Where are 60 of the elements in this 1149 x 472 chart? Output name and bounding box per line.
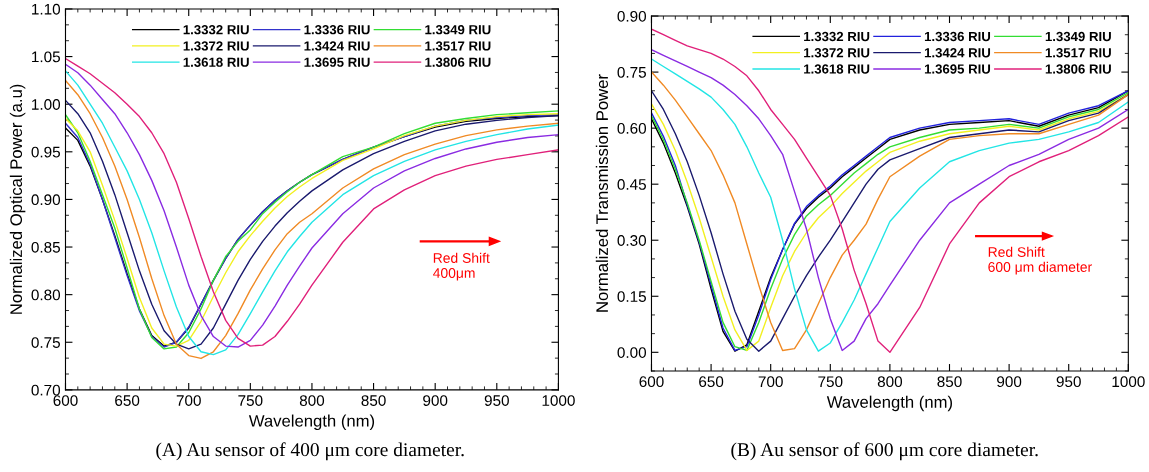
y-tick-label: 0.80 — [31, 289, 61, 301]
y-tick-label: 0.70 — [31, 384, 61, 396]
legend-label: 1.3806 RIU — [1045, 64, 1111, 74]
y-tick-label: 0.45 — [617, 179, 646, 190]
y-tick-label: 1.05 — [32, 51, 60, 63]
legend-label: 1.3618 RIU — [183, 57, 249, 67]
x-tick-label: 900 — [423, 395, 448, 406]
y-axis-title: Normalized Transmission Power — [595, 74, 609, 312]
legend-label: 1.3336 RIU — [304, 25, 370, 35]
y-tick-label: 0.30 — [617, 235, 647, 246]
x-tick-label: 600 — [639, 376, 664, 388]
legend-label: 1.3517 RIU — [425, 41, 491, 51]
legend-label: 1.3517 RIU — [1045, 48, 1111, 58]
legend-label: 1.3424 RIU — [304, 41, 370, 51]
x-tick-label: 700 — [176, 395, 201, 406]
x-tick-label: 600 — [53, 395, 78, 406]
legend-label: 1.3806 RIU — [425, 57, 491, 67]
legend-label: 1.3424 RIU — [924, 48, 991, 58]
text: (B) Au sensor of 600 μm core diameter. — [731, 442, 1038, 461]
x-axis-title: Wavelength (nm) — [826, 395, 953, 412]
x-tick-label: 850 — [361, 395, 386, 406]
x-tick-label: 850 — [937, 376, 962, 388]
legend-label: 1.3349 RIU — [425, 25, 491, 35]
x-tick-label: 800 — [877, 376, 903, 388]
legend-label: 1.3349 RIU — [1045, 31, 1111, 42]
y-tick-label: 0.75 — [617, 66, 646, 78]
annotation: Red Shift 600 μm diameter — [988, 246, 1092, 275]
legend-label: 1.3372 RIU — [804, 48, 870, 58]
y-tick-label: 0.85 — [31, 241, 60, 253]
y-tick-label: 0.75 — [31, 337, 60, 348]
x-tick-label: 650 — [115, 395, 140, 406]
legend-label: 1.3695 RIU — [304, 57, 370, 67]
x-tick-label: 650 — [699, 376, 724, 388]
x-tick-label: 1000 — [542, 395, 575, 406]
y-tick-label: 0.95 — [31, 146, 60, 158]
x-tick-label: 1000 — [1112, 376, 1145, 388]
x-tick-label: 800 — [299, 395, 325, 406]
y-tick-label: 0.60 — [617, 123, 647, 134]
y-tick-label: 1.00 — [32, 99, 61, 110]
annotation: Red Shift 400μm — [433, 252, 490, 281]
y-tick-label: 0.00 — [617, 347, 647, 358]
y-tick-label: 0.90 — [617, 10, 647, 22]
x-tick-label: 750 — [818, 376, 843, 388]
x-tick-label: 700 — [758, 376, 783, 388]
legend-label: 1.3695 RIU — [924, 64, 991, 74]
x-tick-label: 750 — [238, 395, 263, 406]
text: (A) Au sensor of 400 μm core diameter. — [156, 442, 464, 461]
legend-label: 1.3332 RIU — [804, 31, 870, 42]
y-tick-label: 0.15 — [617, 291, 646, 302]
y-axis-title: Normalized Optical Power (a.u) — [9, 84, 26, 314]
x-tick-label: 950 — [484, 395, 509, 406]
x-axis-title: Wavelength (nm) — [248, 414, 375, 431]
y-tick-label: 0.90 — [31, 194, 61, 206]
x-tick-label: 950 — [1056, 376, 1081, 388]
legend-label: 1.3332 RIU — [183, 25, 249, 35]
x-tick-label: 900 — [997, 376, 1022, 388]
legend-label: 1.3372 RIU — [183, 41, 249, 51]
legend-label: 1.3336 RIU — [924, 31, 991, 42]
legend-label: 1.3618 RIU — [804, 64, 870, 74]
y-tick-label: 1.10 — [32, 3, 61, 15]
